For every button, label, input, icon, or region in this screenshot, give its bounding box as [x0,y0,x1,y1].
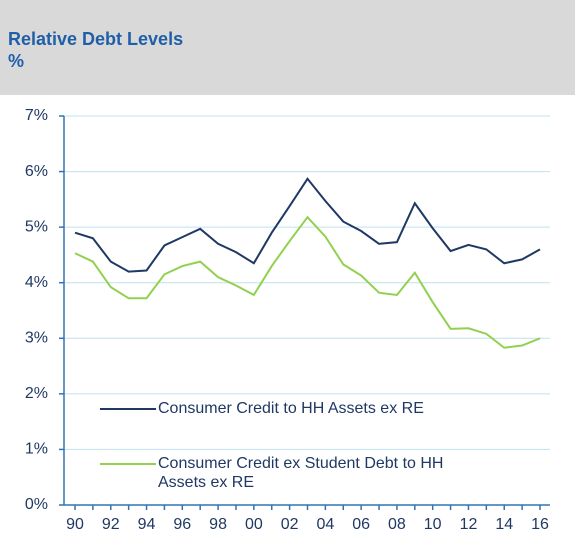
x-tick-label: 16 [531,516,549,533]
chart-title: Relative Debt Levels [8,29,184,49]
x-tick-label: 08 [388,516,406,533]
x-tick-label: 12 [460,516,478,533]
y-tick-label: 3% [25,330,48,347]
series-line [74,215,541,349]
series-line [74,177,541,273]
y-tick-label: 6% [25,163,48,180]
x-tick-label: 06 [352,516,370,533]
x-tick-label: 92 [102,516,120,533]
y-tick-label: 4% [25,274,48,291]
chart-subtitle: % [8,51,25,71]
y-tick-label: 2% [25,385,48,402]
x-tick-label: 98 [209,516,227,533]
y-tick-label: 1% [25,441,48,458]
legend-label: Consumer Credit ex Student Debt to HH As… [158,455,444,491]
y-tick-label: 7% [25,107,48,124]
x-tick-label: 02 [281,516,299,533]
legend-label: Consumer Credit to HH Assets ex RE [158,400,424,417]
x-tick-label: 00 [245,516,263,533]
y-tick-label: 5% [25,218,48,235]
x-tick-label: 04 [316,516,334,533]
x-tick-label: 10 [424,516,442,533]
x-tick-label: 14 [495,516,513,533]
x-tick-label: 90 [66,516,84,533]
header [0,0,575,95]
x-tick-label: 94 [138,516,156,533]
x-tick-label: 96 [173,516,191,533]
y-tick-label: 0% [25,496,48,513]
